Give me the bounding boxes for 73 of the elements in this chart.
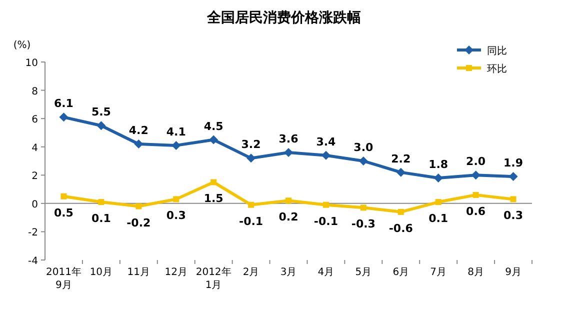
point: [472, 192, 479, 198]
point: [172, 140, 181, 150]
x-tick-label: 2012年 1月: [196, 266, 232, 291]
legend-label: 环比: [487, 63, 507, 75]
point: [360, 204, 366, 211]
point: [322, 202, 329, 208]
y-axis-title: (%): [13, 40, 31, 51]
data-label: 3.4: [316, 135, 336, 148]
point: [358, 156, 368, 166]
y-tick-label: -2: [28, 228, 38, 239]
data-label: 0.2: [278, 210, 298, 224]
x-tick-label: 6月: [392, 267, 410, 278]
point: [59, 112, 68, 122]
data-label: 0.1: [428, 212, 448, 226]
data-label: 3.0: [354, 141, 374, 154]
point: [60, 193, 67, 200]
data-label: 0.5: [54, 206, 74, 220]
point: [136, 203, 142, 210]
chart-title: 全国居民消费价格涨跌幅: [206, 10, 361, 26]
data-label: 6.1: [54, 97, 74, 110]
point: [246, 154, 256, 163]
x-tick-label: 2011年 9月: [46, 266, 82, 291]
data-label: 0.3: [504, 209, 524, 222]
y-tick-label: 2: [32, 171, 38, 182]
data-label: -0.1: [239, 214, 264, 228]
y-tick-label: -4: [28, 256, 38, 267]
point: [396, 168, 406, 177]
x-tick-label: 11月: [127, 267, 150, 278]
data-label: 4.2: [128, 124, 148, 138]
data-label: 2.0: [466, 155, 486, 168]
point: [98, 199, 104, 206]
legend-label: 同比: [487, 45, 507, 57]
data-label: 0.1: [91, 212, 111, 226]
point: [286, 198, 292, 204]
data-label: 3.2: [241, 138, 261, 152]
point: [96, 121, 106, 130]
data-label: 2.2: [391, 152, 411, 166]
point: [248, 202, 254, 208]
point: [284, 148, 293, 158]
x-tick-label: 10月: [90, 267, 113, 278]
data-label: -0.2: [126, 216, 151, 230]
data-label: 1.9: [504, 156, 524, 170]
y-tick-label: 0: [32, 199, 38, 210]
data-label: 1.5: [204, 192, 224, 206]
data-label: 0.6: [466, 204, 486, 218]
data-label: -0.3: [351, 218, 376, 231]
data-label: 4.1: [166, 125, 186, 138]
x-tick-label: 3月: [280, 267, 297, 278]
point: [510, 196, 516, 202]
data-label: 1.8: [428, 158, 448, 171]
x-tick-label: 4月: [318, 267, 334, 278]
data-label: 0.3: [166, 209, 186, 222]
y-tick-label: 4: [32, 142, 38, 154]
point: [434, 173, 443, 182]
point: [210, 179, 217, 186]
point: [173, 196, 180, 202]
data-label: 5.5: [91, 106, 111, 119]
x-tick-label: 5月: [355, 267, 372, 278]
point: [435, 199, 442, 206]
y-tick-label: 6: [32, 114, 38, 126]
point: [209, 135, 218, 144]
y-tick-label: 8: [32, 86, 38, 98]
data-label: 4.5: [204, 120, 224, 133]
point: [398, 208, 404, 215]
data-label: -0.1: [314, 214, 338, 228]
x-tick-label: 12月: [164, 267, 188, 278]
x-tick-label: 7月: [430, 267, 447, 278]
data-label: -0.6: [388, 222, 414, 235]
data-label: 3.6: [278, 132, 299, 146]
y-tick-label: 10: [25, 58, 38, 69]
x-tick-label: 2月: [242, 267, 260, 278]
x-tick-label: 9月: [505, 267, 522, 278]
x-tick-label: 8月: [468, 267, 484, 278]
